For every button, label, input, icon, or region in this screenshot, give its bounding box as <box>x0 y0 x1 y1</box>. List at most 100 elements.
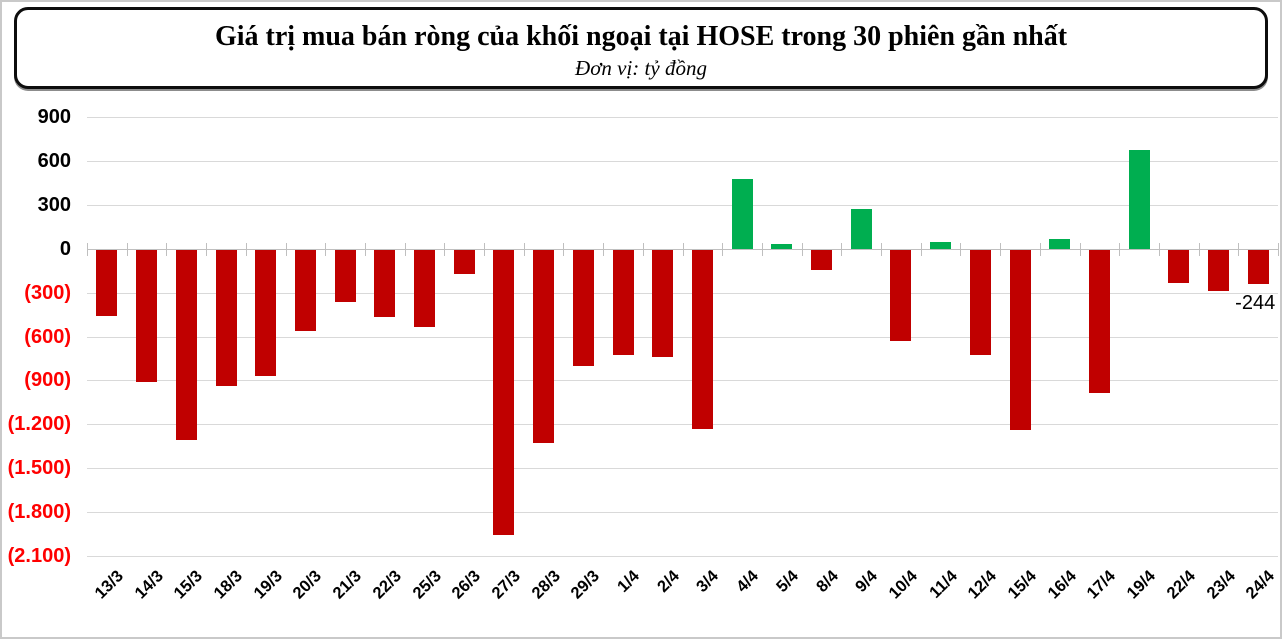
x-category-label-text: 21/3 <box>329 567 365 603</box>
bar-14-3 <box>136 249 158 382</box>
x-category-label-text: 18/3 <box>210 567 246 603</box>
x-axis-tick <box>960 242 962 256</box>
gridline <box>87 380 1278 382</box>
x-category-label-text: 2/4 <box>653 567 683 596</box>
x-category-label-text: 15/4 <box>1004 567 1040 603</box>
x-axis-tick <box>1079 242 1081 256</box>
x-axis-tick <box>1198 242 1200 256</box>
x-category-label-text: 22/3 <box>369 567 405 603</box>
x-axis-tick <box>245 242 247 256</box>
gridline <box>87 117 1278 118</box>
y-tick-label: (2.100) <box>7 545 71 567</box>
bar-22-4 <box>1168 249 1190 284</box>
y-tick-label: 0 <box>59 237 71 260</box>
bar-29-3 <box>572 249 594 366</box>
bar-12-4 <box>969 249 991 355</box>
bar-value-label: -244 <box>1235 292 1276 315</box>
x-axis-tick <box>166 242 168 256</box>
y-tick-label: (600) <box>24 325 71 348</box>
x-axis-tick <box>563 242 565 256</box>
x-axis-tick <box>761 242 763 256</box>
x-category-label-text: 19/4 <box>1123 567 1159 603</box>
x-category-label-text: 14/3 <box>131 567 167 603</box>
bar-27-3 <box>493 249 515 536</box>
y-tick-label: 600 <box>37 149 71 172</box>
bar-9-4 <box>850 209 872 249</box>
bar-19-4 <box>1128 149 1150 249</box>
gridline <box>87 292 1278 294</box>
x-axis-tick <box>404 242 406 256</box>
x-axis-tick <box>523 242 525 256</box>
bar-8-4 <box>811 249 832 270</box>
x-category-label-text: 27/3 <box>488 567 524 603</box>
bar-11-4 <box>930 242 952 249</box>
x-axis-tick <box>682 242 684 256</box>
x-axis-tick <box>1000 242 1002 256</box>
x-category-label-text: 17/4 <box>1083 567 1120 603</box>
bar-10-4 <box>890 249 912 341</box>
gridline <box>87 556 1278 557</box>
chart-title-box: Giá trị mua bán ròng của khối ngoại tại … <box>14 7 1268 89</box>
gridline <box>87 204 1278 206</box>
x-category-label-text: 25/3 <box>408 567 445 603</box>
x-axis-tick <box>325 242 327 256</box>
x-axis-tick <box>87 242 88 256</box>
x-axis-tick <box>364 242 366 256</box>
x-category-label-text: 13/3 <box>91 567 127 603</box>
x-category-label-text: 5/4 <box>772 567 802 596</box>
bar-2-4 <box>652 249 674 357</box>
bar-1-4 <box>612 249 634 356</box>
bar-3-4 <box>691 249 713 430</box>
x-category-label-text: 9/4 <box>852 567 882 596</box>
x-axis-tick <box>722 242 724 256</box>
bar-28-3 <box>533 249 554 443</box>
bar-15-4 <box>1009 249 1031 431</box>
chart-unit-subtitle: Đơn vị: tỷ đồng <box>575 56 707 80</box>
gridline <box>87 160 1278 162</box>
y-tick-label: (1.200) <box>7 413 71 436</box>
x-category-label-text: 15/3 <box>170 567 207 603</box>
x-category-label-text: 29/3 <box>567 567 604 603</box>
x-category-label-text: 23/4 <box>1202 567 1239 603</box>
x-axis-tick <box>1238 242 1240 256</box>
x-category-label-text: 16/4 <box>1044 567 1080 603</box>
x-axis-tick <box>206 242 208 256</box>
bar-18-3 <box>215 249 237 387</box>
x-axis-tick <box>841 242 843 256</box>
gridline <box>87 424 1278 426</box>
x-category-label-text: 20/3 <box>289 567 326 603</box>
chart-title: Giá trị mua bán ròng của khối ngoại tại … <box>214 21 1068 52</box>
x-axis-tick <box>642 242 644 256</box>
x-category-label-text: 22/4 <box>1163 567 1199 603</box>
bar-26-3 <box>453 249 475 275</box>
bar-21-3 <box>334 249 356 303</box>
bar-20-3 <box>294 249 316 332</box>
x-axis-tick <box>1039 242 1041 256</box>
x-category-label-text: 4/4 <box>733 567 762 596</box>
x-category-label-text: 28/3 <box>527 567 564 603</box>
gridline <box>87 512 1278 514</box>
bar-22-3 <box>374 249 396 317</box>
x-category-label-text: 8/4 <box>812 567 842 596</box>
bar-4-4 <box>731 178 753 249</box>
bar-5-4 <box>771 244 793 249</box>
bar-16-4 <box>1049 238 1071 249</box>
x-axis-tick <box>881 242 882 256</box>
x-category-label-text: 19/3 <box>250 567 286 603</box>
gridline <box>87 336 1278 338</box>
x-axis-tick <box>1278 242 1279 256</box>
x-category-label-text: 11/4 <box>925 567 961 602</box>
x-category-label-text: 1/4 <box>613 567 643 596</box>
bar-25-3 <box>414 249 435 327</box>
x-category-label-text: 24/4 <box>1242 567 1279 603</box>
bar-17-4 <box>1088 249 1110 393</box>
y-tick-label: 300 <box>37 193 71 216</box>
x-axis-tick <box>801 242 803 256</box>
x-category-label-text: 26/3 <box>448 567 485 603</box>
bar-13-3 <box>96 249 118 316</box>
x-category-label-text: 10/4 <box>885 567 921 603</box>
x-category-label-text: 3/4 <box>693 567 723 596</box>
x-axis-tick <box>444 242 446 256</box>
y-tick-label: (1.800) <box>7 501 71 524</box>
